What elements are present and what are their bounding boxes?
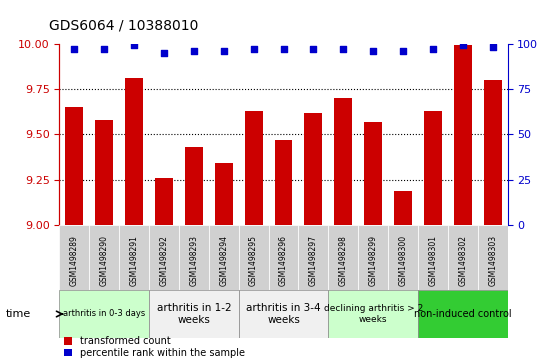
Point bbox=[190, 48, 198, 54]
Text: GSM1498294: GSM1498294 bbox=[219, 235, 228, 286]
FancyBboxPatch shape bbox=[239, 290, 328, 338]
Text: arthritis in 0-3 days: arthritis in 0-3 days bbox=[63, 310, 145, 318]
FancyBboxPatch shape bbox=[239, 225, 268, 290]
Bar bbox=[185, 147, 203, 225]
FancyBboxPatch shape bbox=[209, 225, 239, 290]
Legend: transformed count, percentile rank within the sample: transformed count, percentile rank withi… bbox=[64, 336, 245, 358]
Text: GSM1498295: GSM1498295 bbox=[249, 235, 258, 286]
FancyBboxPatch shape bbox=[89, 225, 119, 290]
FancyBboxPatch shape bbox=[328, 290, 418, 338]
FancyBboxPatch shape bbox=[59, 290, 149, 338]
FancyBboxPatch shape bbox=[328, 225, 358, 290]
Bar bbox=[245, 111, 262, 225]
Bar bbox=[424, 111, 442, 225]
Text: non-induced control: non-induced control bbox=[414, 309, 511, 319]
Point bbox=[458, 42, 467, 48]
Point bbox=[100, 46, 109, 52]
FancyBboxPatch shape bbox=[358, 225, 388, 290]
Text: GSM1498292: GSM1498292 bbox=[159, 235, 168, 286]
Bar bbox=[305, 113, 322, 225]
Point bbox=[488, 44, 497, 50]
Text: GSM1498300: GSM1498300 bbox=[399, 235, 408, 286]
Text: GSM1498301: GSM1498301 bbox=[428, 235, 437, 286]
Bar bbox=[215, 163, 233, 225]
Bar bbox=[364, 122, 382, 225]
Point bbox=[309, 46, 318, 52]
Text: GSM1498299: GSM1498299 bbox=[369, 235, 377, 286]
FancyBboxPatch shape bbox=[299, 225, 328, 290]
Text: declining arthritis > 2
weeks: declining arthritis > 2 weeks bbox=[323, 304, 423, 324]
Point bbox=[160, 50, 168, 56]
Point bbox=[279, 46, 288, 52]
FancyBboxPatch shape bbox=[268, 225, 299, 290]
FancyBboxPatch shape bbox=[478, 225, 508, 290]
Text: GSM1498296: GSM1498296 bbox=[279, 235, 288, 286]
FancyBboxPatch shape bbox=[388, 225, 418, 290]
Text: GSM1498302: GSM1498302 bbox=[458, 235, 467, 286]
Point bbox=[130, 42, 138, 48]
Point bbox=[70, 46, 79, 52]
FancyBboxPatch shape bbox=[179, 225, 209, 290]
FancyBboxPatch shape bbox=[448, 225, 478, 290]
FancyBboxPatch shape bbox=[418, 225, 448, 290]
Point bbox=[369, 48, 377, 54]
Bar bbox=[274, 140, 293, 225]
Bar bbox=[484, 80, 502, 225]
FancyBboxPatch shape bbox=[149, 225, 179, 290]
Point bbox=[339, 46, 348, 52]
Text: GSM1498298: GSM1498298 bbox=[339, 235, 348, 286]
Bar bbox=[95, 120, 113, 225]
Bar bbox=[454, 45, 472, 225]
Bar bbox=[125, 78, 143, 225]
Bar bbox=[65, 107, 83, 225]
Point bbox=[219, 48, 228, 54]
Text: GSM1498290: GSM1498290 bbox=[100, 235, 109, 286]
Text: arthritis in 3-4
weeks: arthritis in 3-4 weeks bbox=[246, 303, 321, 325]
Point bbox=[249, 46, 258, 52]
Text: GSM1498293: GSM1498293 bbox=[190, 235, 198, 286]
Bar bbox=[394, 191, 412, 225]
FancyBboxPatch shape bbox=[119, 225, 149, 290]
Text: GSM1498303: GSM1498303 bbox=[488, 235, 497, 286]
Bar bbox=[334, 98, 352, 225]
Bar bbox=[155, 178, 173, 225]
Text: GSM1498291: GSM1498291 bbox=[130, 235, 139, 286]
FancyBboxPatch shape bbox=[149, 290, 239, 338]
Text: time: time bbox=[5, 309, 31, 319]
Text: GSM1498297: GSM1498297 bbox=[309, 235, 318, 286]
Text: GSM1498289: GSM1498289 bbox=[70, 235, 79, 286]
Point bbox=[399, 48, 407, 54]
FancyBboxPatch shape bbox=[418, 290, 508, 338]
Text: arthritis in 1-2
weeks: arthritis in 1-2 weeks bbox=[157, 303, 231, 325]
FancyBboxPatch shape bbox=[59, 225, 89, 290]
Text: GDS6064 / 10388010: GDS6064 / 10388010 bbox=[49, 18, 198, 32]
Point bbox=[429, 46, 437, 52]
